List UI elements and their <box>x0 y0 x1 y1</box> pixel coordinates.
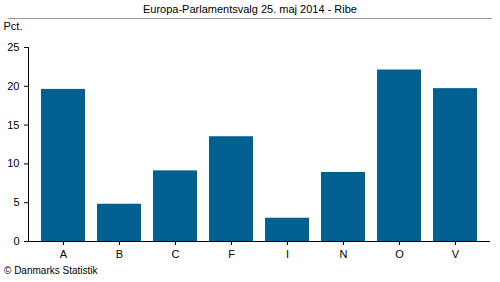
svg-text:O: O <box>395 248 404 260</box>
svg-text:5: 5 <box>13 196 19 208</box>
svg-text:25: 25 <box>7 41 19 53</box>
svg-text:10: 10 <box>7 157 19 169</box>
html-text:Europa-Parlamentsvalg 25. maj: Europa-Parlamentsvalg 25. maj 2014 - Rib… <box>143 3 357 15</box>
svg-text:A: A <box>60 248 68 260</box>
svg-text:C: C <box>172 248 180 260</box>
svg-text:15: 15 <box>7 119 19 131</box>
svg-text:N: N <box>340 248 348 260</box>
svg-text:F: F <box>228 248 235 260</box>
svg-text:0: 0 <box>13 235 19 247</box>
svg-text:20: 20 <box>7 80 19 92</box>
html-text:© Danmarks Statistik: © Danmarks Statistik <box>4 265 98 276</box>
svg-text:Pct.: Pct. <box>4 20 23 32</box>
svg-text:B: B <box>116 248 123 260</box>
svg-text:I: I <box>286 248 289 260</box>
svg-text:V: V <box>452 248 460 260</box>
